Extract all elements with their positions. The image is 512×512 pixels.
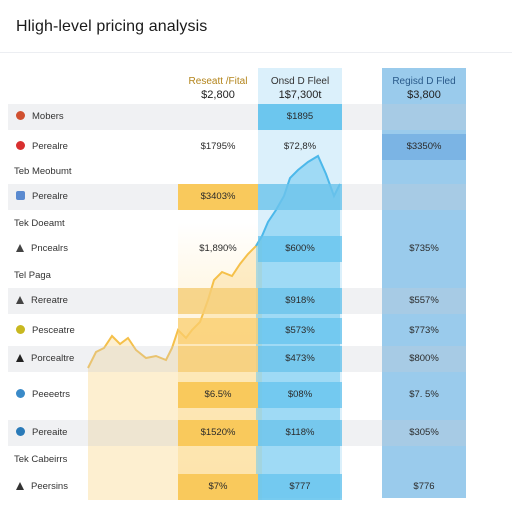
section-heading: Teb Meobumt xyxy=(8,164,466,180)
table-cell: $735% xyxy=(409,243,439,254)
table-cell: $557% xyxy=(409,295,439,306)
row-label-text: Tek Doeamt xyxy=(14,218,65,229)
row-label-text: Teb Meobumt xyxy=(14,166,72,177)
table-cell: $1795% xyxy=(200,141,236,152)
row-label: Teb Meobumt xyxy=(14,164,72,180)
column-header-value: $2,800 xyxy=(201,89,235,101)
table-row[interactable]: Peersins $7% $777 $776 xyxy=(8,474,466,500)
table-row[interactable]: Pesceatre $573% $773% xyxy=(8,318,466,344)
table-cell: $573% xyxy=(258,318,342,344)
page-title: Hligh-level pricing analysis xyxy=(16,18,208,35)
column-header-label: Regisd D Fled xyxy=(392,76,456,87)
table-cell: $773% xyxy=(409,325,439,336)
table-row[interactable]: Porcealtre $473% $800% xyxy=(8,346,466,372)
table-cell: $1520% xyxy=(178,420,258,446)
column-header-gold[interactable]: Reseatt /Fital $2,800 xyxy=(178,76,258,101)
mountain-icon xyxy=(16,354,24,362)
section-heading: Tek Doeamt xyxy=(8,216,466,232)
table-cell: $118% xyxy=(258,420,342,446)
table-cell: $1,890% xyxy=(199,243,237,254)
column-header-label: Onsd D Fleel xyxy=(270,76,330,87)
mountain-icon xyxy=(16,244,24,252)
table-cell: $7% xyxy=(178,474,258,500)
table-cell: $800% xyxy=(409,353,439,364)
table-row[interactable]: Perealre $3403% xyxy=(8,184,466,210)
dot-icon xyxy=(16,141,25,150)
column-header-value: $3,800 xyxy=(407,89,441,101)
table-cell: $776 xyxy=(413,481,435,492)
column-header-value: 1$7,300t xyxy=(278,89,322,101)
table-cell: $305% xyxy=(409,427,439,438)
row-label-text: Rereatre xyxy=(31,295,68,306)
table-cell: $473% xyxy=(258,346,342,372)
table-cell: $72,8% xyxy=(283,141,317,152)
table-row[interactable]: Perealre $1795% $72,8% $3350% xyxy=(8,134,466,160)
table-cell: $08% xyxy=(258,382,342,408)
row-label-text: Peeeetrs xyxy=(32,389,71,400)
gear-icon xyxy=(16,111,25,120)
table-row[interactable]: Pereaite $1520% $118% $305% xyxy=(8,420,466,446)
row-label-text: Mobers xyxy=(32,111,64,122)
top-divider xyxy=(0,52,512,53)
column-header-label: Reseatt /Fital xyxy=(188,76,248,87)
row-label: Tel Paga xyxy=(14,268,51,284)
column-header-blue[interactable]: Onsd D Fleel 1$7,300t xyxy=(258,76,342,101)
row-label-text: Perealre xyxy=(32,191,68,202)
row-label: Mobers xyxy=(16,104,64,130)
table-cell xyxy=(178,346,258,372)
table-cell xyxy=(178,288,258,314)
table-cell xyxy=(258,184,342,210)
coin-icon xyxy=(16,325,25,334)
row-label-text: Tel Paga xyxy=(14,270,51,281)
row-label: Rereatre xyxy=(16,288,68,314)
table-cell: $3403% xyxy=(178,184,258,210)
row-label: Peeeetrs xyxy=(16,382,70,408)
table-cell: $1895 xyxy=(258,104,342,130)
table-row[interactable]: Mobers $1895 xyxy=(8,104,466,130)
table-cell xyxy=(178,104,258,130)
mountain-icon xyxy=(16,482,24,490)
table-cell: $7. 5% xyxy=(409,389,439,400)
row-label-text: Pereaite xyxy=(32,427,68,438)
section-heading: Tek Cabeirrs xyxy=(8,452,466,468)
row-label: Pereaite xyxy=(16,420,67,446)
row-label-text: Pesceatre xyxy=(32,325,75,336)
row-label-text: Tek Cabeirrs xyxy=(14,454,68,465)
row-label: Porcealtre xyxy=(16,346,74,372)
mountain-icon xyxy=(16,296,24,304)
table-cell: $777 xyxy=(258,474,342,500)
card-icon xyxy=(16,191,25,200)
table-cell: $6.5% xyxy=(178,382,258,408)
row-label: Pesceatre xyxy=(16,318,75,344)
row-label: Pncealrs xyxy=(16,236,68,262)
table-row[interactable]: Rereatre $918% $557% xyxy=(8,288,466,314)
row-label: Tek Doeamt xyxy=(14,216,65,232)
row-label-text: Perealre xyxy=(32,141,68,152)
table-cell xyxy=(382,184,466,210)
row-label: Peersins xyxy=(16,474,68,500)
drop-icon xyxy=(16,427,25,436)
row-label: Perealre xyxy=(16,134,68,160)
drop-icon xyxy=(16,389,25,398)
section-heading: Tel Paga xyxy=(8,268,466,284)
row-label: Perealre xyxy=(16,184,68,210)
trend-line-blue xyxy=(255,154,341,247)
row-label-text: Peersins xyxy=(31,481,68,492)
table-cell: $3350% xyxy=(382,134,466,160)
column-header-right[interactable]: Regisd D Fled $3,800 xyxy=(382,76,466,101)
table-cell: $600% xyxy=(258,236,342,262)
table-cell xyxy=(382,104,466,130)
table-row[interactable]: Peeeetrs $6.5% $08% $7. 5% xyxy=(8,382,466,408)
row-label-text: Porcealtre xyxy=(31,353,75,364)
row-label-text: Pncealrs xyxy=(31,243,68,254)
table-cell xyxy=(178,318,258,344)
row-label: Tek Cabeirrs xyxy=(14,452,67,468)
table-row[interactable]: Pncealrs $1,890% $600% $735% xyxy=(8,236,466,262)
table-cell: $918% xyxy=(258,288,342,314)
